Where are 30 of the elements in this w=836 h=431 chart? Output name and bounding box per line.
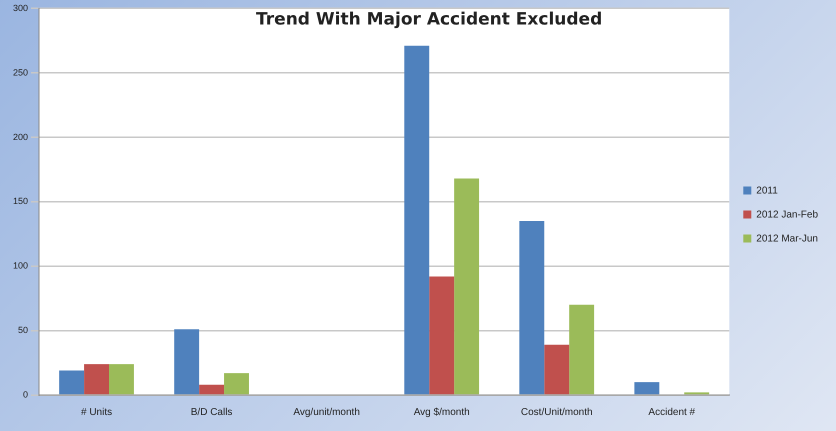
bar: [429, 276, 454, 394]
y-tick-label: 0: [23, 389, 28, 400]
bar: [224, 373, 249, 394]
chart-title: Trend With Major Accident Excluded: [256, 9, 602, 30]
bar: [634, 382, 660, 394]
y-tick-label: 300: [12, 2, 28, 13]
x-tick-label: Cost/Unit/month: [520, 406, 593, 418]
bar: [84, 364, 110, 394]
bar: [174, 329, 200, 394]
x-tick-label: # Units: [80, 406, 112, 418]
x-tick-label: Avg/unit/month: [293, 406, 360, 418]
bar: [519, 221, 544, 394]
y-tick-label: 50: [18, 325, 28, 336]
y-tick-label: 100: [12, 260, 28, 271]
y-tick-label: 150: [12, 196, 28, 206]
y-tick-label: 250: [12, 67, 28, 78]
bar: [199, 384, 224, 394]
legend-label: 2012 Jan-Feb: [756, 209, 818, 220]
bar: [109, 364, 134, 394]
x-tick-label: Avg $/month: [414, 406, 470, 418]
bar: [454, 178, 480, 394]
y-tick-label: 200: [12, 132, 28, 142]
bar: [59, 370, 84, 394]
bar: [544, 344, 570, 394]
x-tick-label: B/D Calls: [190, 406, 232, 418]
bar: [404, 46, 430, 394]
bar: [569, 304, 594, 394]
legend-label: 2011: [756, 185, 778, 196]
legend-label: 2012 Mar-Jun: [756, 233, 818, 244]
x-tick-label: Accident #: [648, 406, 696, 418]
